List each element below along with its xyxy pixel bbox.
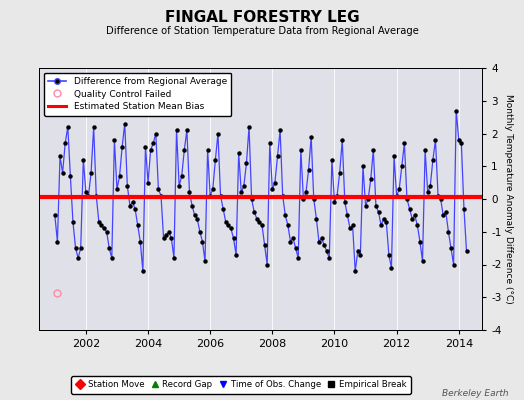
Legend: Station Move, Record Gap, Time of Obs. Change, Empirical Break: Station Move, Record Gap, Time of Obs. C… <box>71 376 411 394</box>
Text: FINGAL FORESTRY LEG: FINGAL FORESTRY LEG <box>165 10 359 25</box>
Text: Difference of Station Temperature Data from Regional Average: Difference of Station Temperature Data f… <box>105 26 419 36</box>
Text: Berkeley Earth: Berkeley Earth <box>442 389 508 398</box>
Legend: Difference from Regional Average, Quality Control Failed, Estimated Station Mean: Difference from Regional Average, Qualit… <box>44 72 232 116</box>
Y-axis label: Monthly Temperature Anomaly Difference (°C): Monthly Temperature Anomaly Difference (… <box>504 94 514 304</box>
